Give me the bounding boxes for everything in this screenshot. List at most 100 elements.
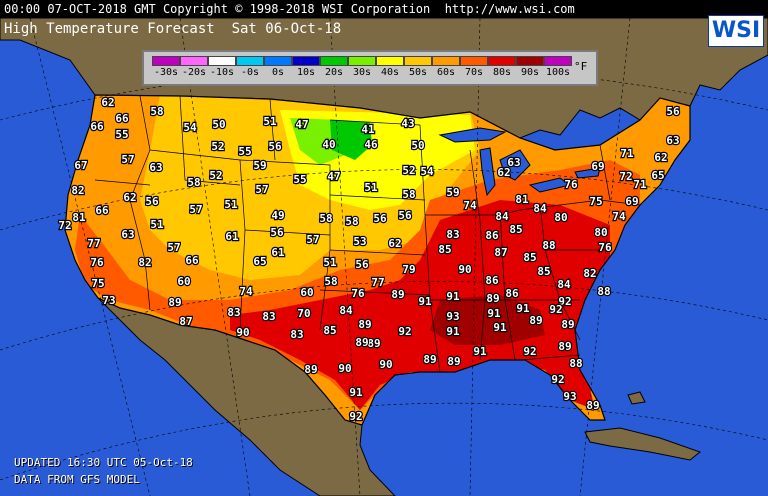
temperature-label: 57	[167, 241, 180, 254]
temperature-label: 53	[353, 235, 366, 248]
temperature-label: 69	[625, 195, 638, 208]
temperature-label: 55	[293, 173, 306, 186]
legend-swatch	[544, 56, 572, 66]
temperature-label: 80	[554, 211, 567, 224]
temperature-label: 47	[327, 170, 340, 183]
legend-label: -0s	[240, 67, 260, 78]
us-outline	[64, 94, 691, 426]
temperature-label: 91	[349, 386, 363, 399]
temperature-label: 63	[149, 161, 162, 174]
legend-label: -10s	[209, 67, 235, 78]
temperature-label: 57	[306, 233, 319, 246]
temperature-label: 71	[633, 178, 647, 191]
temperature-label: 58	[345, 215, 358, 228]
temperature-label: 89	[529, 314, 542, 327]
temperature-label: 89	[168, 296, 181, 309]
temperature-label: 61	[271, 246, 285, 259]
legend-label: 100s	[545, 67, 571, 78]
temperature-label: 56	[355, 258, 369, 271]
temperature-label: 92	[349, 410, 362, 423]
temperature-label: 51	[323, 256, 337, 269]
temperature-label: 90	[379, 358, 392, 371]
legend-swatch	[488, 56, 516, 66]
state-borders	[94, 95, 641, 373]
temperature-label: 85	[438, 243, 451, 256]
temperature-label: 88	[542, 239, 555, 252]
cuba-land	[584, 427, 702, 461]
temperature-label: 75	[91, 277, 104, 290]
temperature-label: 91	[418, 295, 432, 308]
temperature-label: 43	[401, 117, 414, 130]
temperature-label: 66	[185, 254, 199, 267]
temperature-label: 63	[666, 134, 679, 147]
legend-label: 90s	[520, 67, 540, 78]
temperature-label: 85	[323, 324, 336, 337]
temperature-label: 58	[187, 176, 200, 189]
temperature-label: 41	[361, 123, 375, 136]
temperature-label: 89	[586, 399, 599, 412]
header-bar: 00:00 07-OCT-2018 GMT Copyright © 1998-2…	[0, 0, 768, 18]
temperature-label: 56	[373, 212, 387, 225]
temperature-label: 89	[423, 353, 436, 366]
temperature-label: 89	[486, 292, 499, 305]
temperature-label: 69	[591, 160, 604, 173]
temperature-label: 56	[268, 140, 282, 153]
temperature-label: 83	[290, 328, 303, 341]
temperature-label: 76	[351, 287, 365, 300]
legend-swatch	[516, 56, 544, 66]
temperature-label: 52	[211, 140, 224, 153]
temperature-label: 73	[102, 294, 115, 307]
temperature-label: 81	[72, 211, 86, 224]
legend-label: 10s	[296, 67, 316, 78]
temperature-label: 57	[121, 153, 134, 166]
temperature-label: 66	[95, 204, 109, 217]
temperature-label: 55	[238, 145, 251, 158]
legend-swatch	[180, 56, 208, 66]
temperature-label: 47	[295, 118, 308, 131]
temperature-label: 77	[87, 237, 100, 250]
temperature-label: 74	[239, 285, 253, 298]
temperature-label: 91	[446, 290, 460, 303]
temperature-label: 57	[255, 183, 268, 196]
temperature-label: 87	[179, 315, 192, 328]
temperature-label: 83	[227, 306, 240, 319]
legend-label: 60s	[436, 67, 456, 78]
forecast-map: 62 58 66 66 55 54 50 51 47 41 43 52 55 56 40 46 50 56 63 67…	[0, 18, 768, 496]
temperature-label: 92	[398, 325, 411, 338]
legend-swatch	[152, 56, 180, 66]
temperature-label: 88	[597, 285, 610, 298]
temperature-label: 52	[402, 164, 415, 177]
temperature-labels: 62 58 66 66 55 54 50 51 47 41 43 52 55 56 40 46 50 56 63 67…	[57, 95, 681, 424]
temperature-label: 62	[388, 237, 401, 250]
temperature-label: 91	[446, 325, 460, 338]
temperature-label: 89	[355, 336, 368, 349]
temperature-label: 92	[558, 295, 571, 308]
temperature-label: 62	[101, 96, 114, 109]
temperature-label: 82	[71, 184, 84, 197]
temperature-label: 92	[551, 373, 564, 386]
temperature-label: 52	[209, 169, 222, 182]
temperature-label: 89	[447, 355, 460, 368]
legend-swatch	[320, 56, 348, 66]
temperature-label: 71	[620, 147, 634, 160]
temperature-label: 70	[297, 307, 310, 320]
temperature-label: 56	[270, 226, 284, 239]
temperature-label: 75	[589, 195, 602, 208]
temperature-label: 89	[391, 288, 404, 301]
legend-swatch	[236, 56, 264, 66]
wsi-logo: WSI	[708, 15, 764, 47]
temperature-label: 58	[319, 212, 332, 225]
temperature-label: 63	[121, 228, 134, 241]
temperature-label: 58	[324, 275, 337, 288]
temperature-label: 91	[493, 321, 507, 334]
temperature-label: 72	[619, 170, 632, 183]
temperature-label: 90	[338, 362, 351, 375]
temperature-label: 61	[225, 230, 239, 243]
temperature-label: 67	[74, 159, 87, 172]
temperature-label: 81	[515, 193, 529, 206]
temperature-label: 85	[537, 265, 550, 278]
updated-label: UPDATED 16:30 UTC 05-Oct-18	[14, 456, 193, 469]
temperature-label: 56	[666, 105, 680, 118]
temperature-label: 40	[322, 138, 335, 151]
temperature-label: 76	[564, 178, 578, 191]
